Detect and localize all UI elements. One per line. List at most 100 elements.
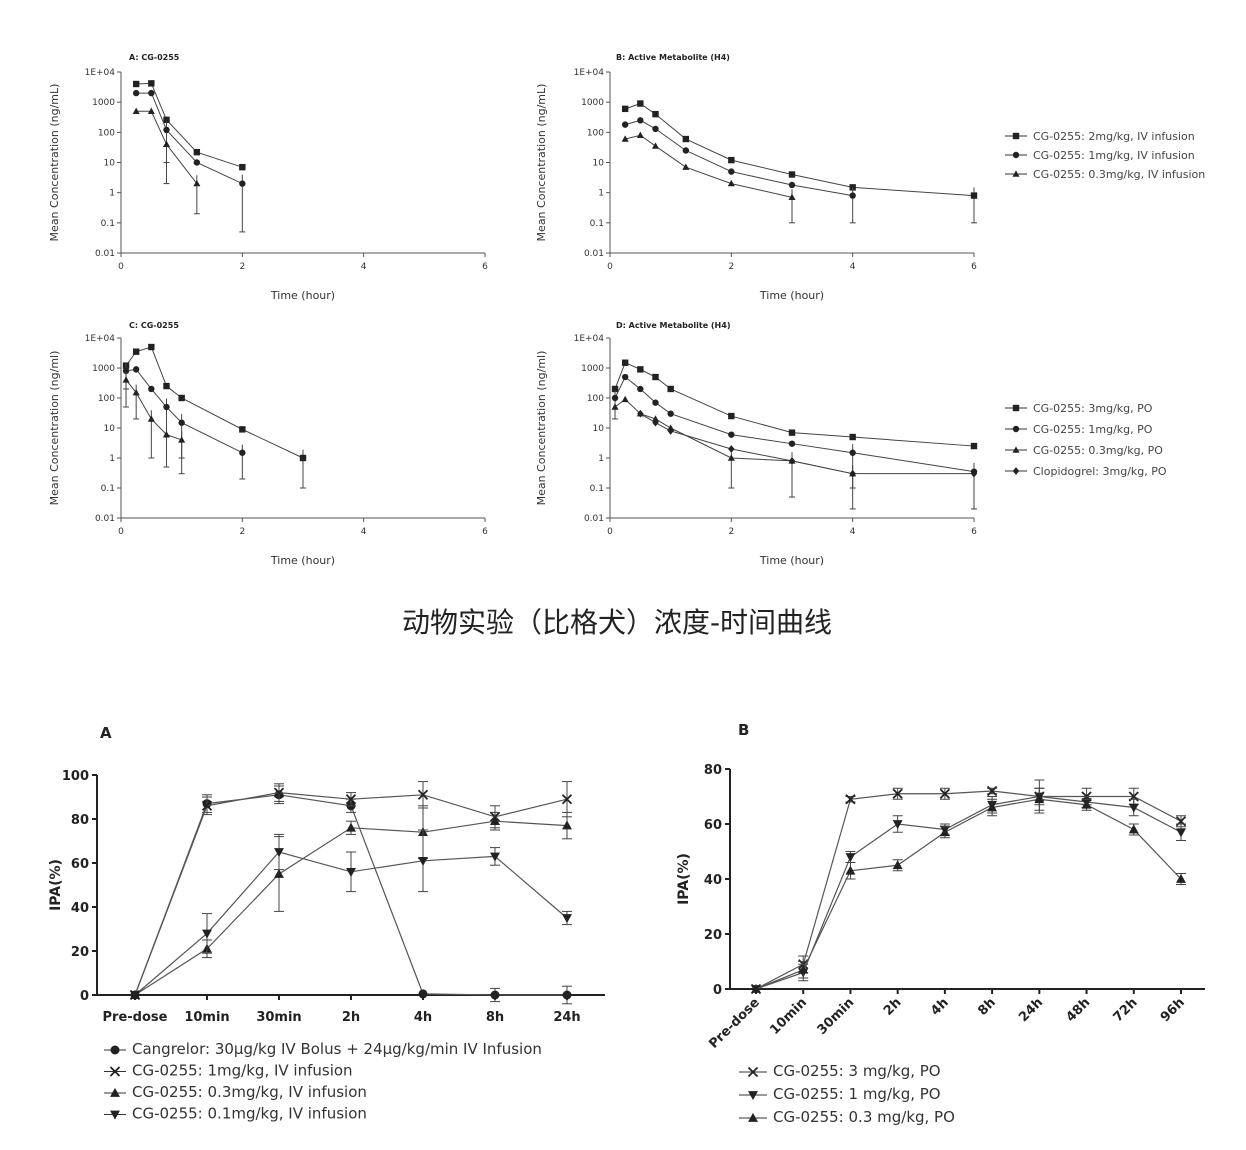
data-point (728, 431, 735, 438)
y-axis-label: Mean Concentration (ng/mL) (48, 84, 61, 242)
data-point (637, 117, 644, 124)
data-point (637, 100, 644, 107)
series-line (625, 134, 793, 198)
legend-label: CG-0255: 1mg/kg, PO (1033, 423, 1153, 436)
data-point (274, 868, 284, 878)
x-tick-label: 2 (239, 527, 245, 537)
data-point (193, 148, 201, 156)
pk-panel-C: 0.01 0.1 1 10 100 1000 1E+04 0 2 4 6 C: CG-0255 Time… (48, 321, 488, 567)
data-point (239, 163, 246, 171)
x-tick-label: 30min (256, 1010, 301, 1025)
x-tick-label: 6 (971, 527, 977, 537)
x-tick-label: 2h (881, 995, 905, 1019)
y-tick-label: 1 (598, 189, 604, 199)
x-tick-label: 0 (607, 527, 613, 537)
data-point (122, 367, 130, 375)
data-point (490, 852, 500, 862)
data-point (652, 418, 659, 427)
data-point (652, 399, 659, 406)
data-point (418, 989, 428, 999)
y-axis-label: Mean Concentration (ng/ml) (535, 351, 548, 506)
data-point (651, 142, 660, 149)
data-point (562, 990, 572, 1000)
legend-label: Cangrelor: 30μg/kg IV Bolus + 24μg/kg/mi… (132, 1040, 542, 1058)
x-tick-label: 4 (850, 527, 856, 537)
y-tick-label: 1000 (92, 364, 115, 374)
x-tick-label: 0 (118, 262, 124, 272)
y-tick-label: 0.1 (101, 219, 115, 229)
panel-title: B: Active Metabolite (H4) (616, 53, 730, 62)
data-point (346, 822, 356, 832)
series-line (640, 413, 974, 475)
data-point (747, 1066, 759, 1078)
data-point (274, 848, 284, 858)
x-tick-label: 6 (482, 527, 488, 537)
marker-stroke (939, 788, 951, 799)
data-point (132, 80, 140, 88)
data-point (147, 107, 155, 114)
x-tick-label: 6 (482, 262, 488, 272)
data-point (490, 816, 500, 826)
data-point (987, 802, 998, 812)
data-point (667, 427, 674, 435)
y-tick-label: 1E+04 (574, 334, 605, 344)
data-point (682, 163, 690, 170)
data-point (621, 105, 629, 113)
data-point (178, 394, 185, 402)
marker-stroke (845, 794, 856, 805)
data-point (621, 395, 629, 403)
legend-label: CG-0255: 3 mg/kg, PO (773, 1062, 941, 1080)
legend-ipa-a: Cangrelor: 30μg/kg IV Bolus + 24μg/kg/mi… (104, 1040, 542, 1123)
data-point (652, 125, 659, 133)
data-point (148, 80, 155, 87)
data-point (561, 794, 573, 805)
data-point (636, 131, 644, 138)
pk-panel-A: 0.01 0.1 1 10 100 1000 1E+04 0 2 4 6 A: CG-0255 Time… (48, 53, 488, 302)
data-point (148, 89, 155, 97)
data-point (788, 429, 796, 436)
data-point (849, 192, 856, 199)
data-point (621, 121, 629, 128)
data-point (892, 860, 903, 870)
y-tick-label: 1E+04 (85, 68, 116, 78)
series-line (136, 92, 243, 185)
data-point (637, 409, 644, 418)
marker-stroke (892, 788, 903, 799)
pk-panel-D: 0.01 0.1 1 10 100 1000 1E+04 0 2 4 6 D: Active Meta… (535, 321, 978, 567)
data-point (147, 415, 155, 422)
data-point (611, 403, 619, 410)
x-tick-label: 2h (342, 1010, 360, 1025)
data-point (970, 442, 978, 450)
x-axis-label: Time (hour) (270, 289, 335, 302)
y-tick-label: 100 (587, 128, 604, 138)
y-axis-label: IPA(%) (48, 859, 64, 911)
y-tick-label: 100 (98, 394, 115, 404)
legend-label: CG-0255: 1mg/kg, IV infusion (1033, 149, 1195, 162)
data-point (621, 359, 629, 366)
data-point (1012, 132, 1020, 140)
y-tick-label: 1 (109, 454, 115, 464)
data-point (845, 865, 856, 875)
data-point (299, 454, 307, 462)
data-point (163, 116, 170, 124)
legend-label: CG-0255: 0.3mg/kg, IV infusion (1033, 168, 1205, 181)
legend-label: CG-0255: 0.3 mg/kg, PO (773, 1108, 955, 1126)
series-line (125, 346, 304, 459)
panel-title: A (100, 724, 112, 742)
x-tick-label: 24h (553, 1010, 580, 1025)
ipa-panel-A: 0 20 40 60 80 100 Pre-dose 10min 30min 2h 4h 8h 24h A… (48, 724, 605, 1025)
data-point (892, 820, 903, 830)
y-tick-label: 40 (71, 901, 89, 916)
y-tick-label: 1 (109, 189, 115, 199)
figure-caption: 动物实验（比格犬）浓度-时间曲线 (402, 606, 832, 639)
data-point (417, 789, 429, 800)
data-point (845, 853, 856, 863)
data-point (562, 914, 572, 924)
data-point (1176, 828, 1186, 838)
y-tick-label: 0 (713, 983, 722, 998)
marker-stroke (986, 785, 998, 797)
data-point (490, 990, 500, 1000)
x-tick-label: 72h (1111, 995, 1141, 1025)
data-point (611, 385, 619, 393)
legend-label: CG-0255: 0.1mg/kg, IV infusion (132, 1105, 367, 1123)
